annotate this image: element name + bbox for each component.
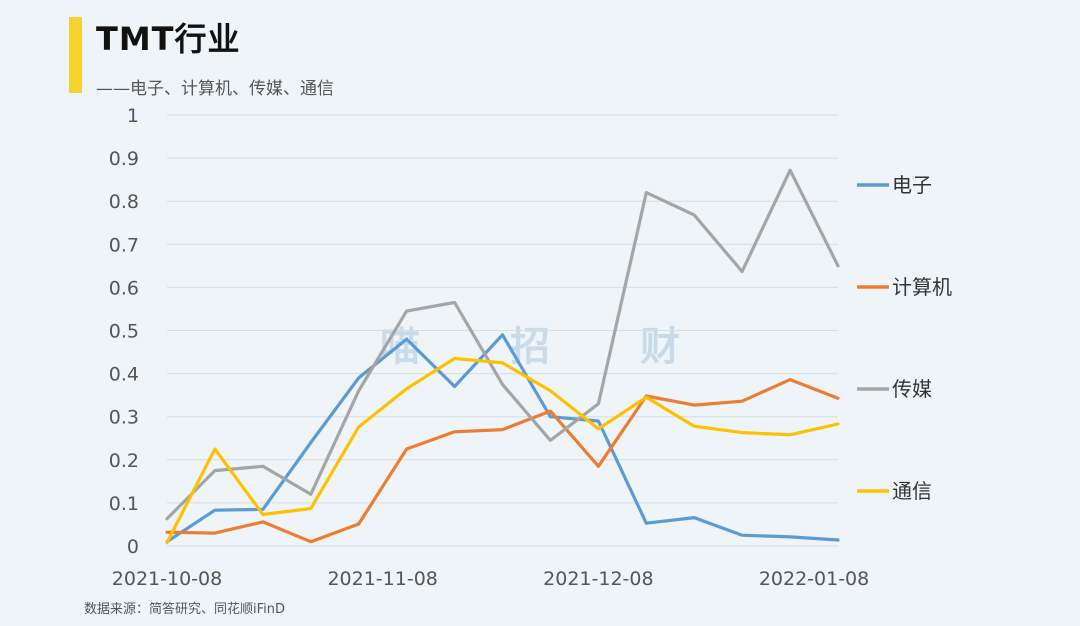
series-line-通信 [165, 356, 840, 545]
legend-label: 通信 [892, 479, 932, 503]
x-tick-label: 2021-11-08 [327, 568, 437, 590]
x-tick-label: 2022-01-08 [759, 568, 869, 590]
x-tick-label: 2021-12-08 [543, 568, 653, 590]
y-tick-label: 0.2 [109, 450, 139, 472]
y-tick-label: 0.4 [109, 364, 139, 386]
data-source-note: 数据来源：简答研究、同花顺iFinD [84, 602, 286, 617]
series-line-传媒 [165, 168, 840, 521]
page-title: TMT行业 [96, 20, 241, 58]
legend-label: 电子 [892, 173, 932, 197]
y-tick-label: 0.3 [109, 407, 139, 429]
legend-label: 计算机 [892, 275, 952, 299]
y-tick-label: 0 [127, 536, 139, 558]
x-tick-label: 2021-10-08 [112, 568, 222, 590]
y-tick-label: 0.1 [109, 493, 139, 515]
page-subtitle: ——电子、计算机、传媒、通信 [96, 79, 334, 99]
series-line-电子 [165, 333, 840, 544]
y-tick-label: 0.6 [109, 277, 139, 299]
y-tick-label: 0.8 [109, 191, 139, 213]
y-tick-label: 0.9 [109, 148, 139, 170]
y-tick-label: 0.5 [109, 321, 139, 343]
series-line-计算机 [165, 378, 840, 544]
y-tick-label: 1 [127, 105, 139, 127]
title-accent-bar [69, 17, 82, 93]
legend-label: 传媒 [892, 377, 932, 401]
y-tick-label: 0.7 [109, 234, 139, 256]
